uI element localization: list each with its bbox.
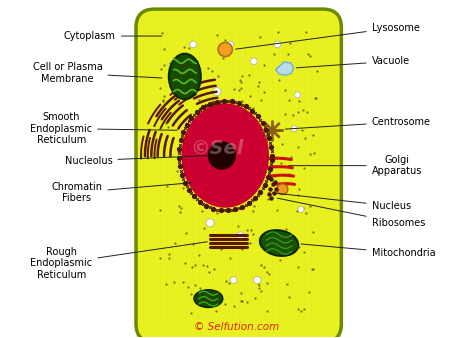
Text: Cell or Plasma
Membrane: Cell or Plasma Membrane [33, 62, 162, 84]
Ellipse shape [194, 290, 223, 307]
Ellipse shape [230, 277, 237, 284]
Text: Lysosome: Lysosome [236, 23, 419, 49]
Ellipse shape [206, 219, 214, 227]
Text: Smooth
Endoplasmic
Reticulum: Smooth Endoplasmic Reticulum [30, 112, 177, 145]
Ellipse shape [254, 276, 261, 284]
Ellipse shape [236, 232, 245, 241]
Text: Ribosomes: Ribosomes [277, 198, 425, 228]
Ellipse shape [277, 184, 288, 195]
Ellipse shape [274, 41, 281, 48]
Ellipse shape [298, 207, 304, 212]
FancyBboxPatch shape [136, 9, 341, 338]
Polygon shape [276, 62, 293, 75]
Ellipse shape [185, 121, 194, 129]
Text: Rough
Endoplasmic
Reticulum: Rough Endoplasmic Reticulum [30, 242, 207, 280]
Text: © Selfution.com: © Selfution.com [194, 322, 280, 332]
Text: Cytoplasm: Cytoplasm [64, 31, 162, 41]
Ellipse shape [227, 41, 234, 48]
Ellipse shape [218, 43, 232, 56]
Ellipse shape [190, 41, 197, 48]
Text: Golgi
Apparatus: Golgi Apparatus [289, 155, 422, 176]
Text: Chromatin
Fibers: Chromatin Fibers [51, 182, 192, 203]
Ellipse shape [195, 176, 209, 189]
Ellipse shape [291, 126, 297, 131]
Text: Nucleus: Nucleus [273, 193, 411, 211]
Ellipse shape [250, 58, 257, 65]
Ellipse shape [208, 141, 236, 170]
Ellipse shape [260, 230, 298, 256]
Text: Nucleolus: Nucleolus [65, 155, 207, 166]
Ellipse shape [184, 86, 196, 98]
Ellipse shape [294, 92, 301, 98]
Ellipse shape [182, 103, 269, 208]
Text: Mitochondria: Mitochondria [301, 244, 435, 258]
Ellipse shape [263, 241, 271, 249]
Text: ©Sel: ©Sel [190, 139, 244, 158]
Text: Vacuole: Vacuole [296, 56, 410, 68]
Ellipse shape [169, 54, 201, 99]
Text: Centrosome: Centrosome [285, 117, 431, 129]
Ellipse shape [213, 88, 221, 96]
